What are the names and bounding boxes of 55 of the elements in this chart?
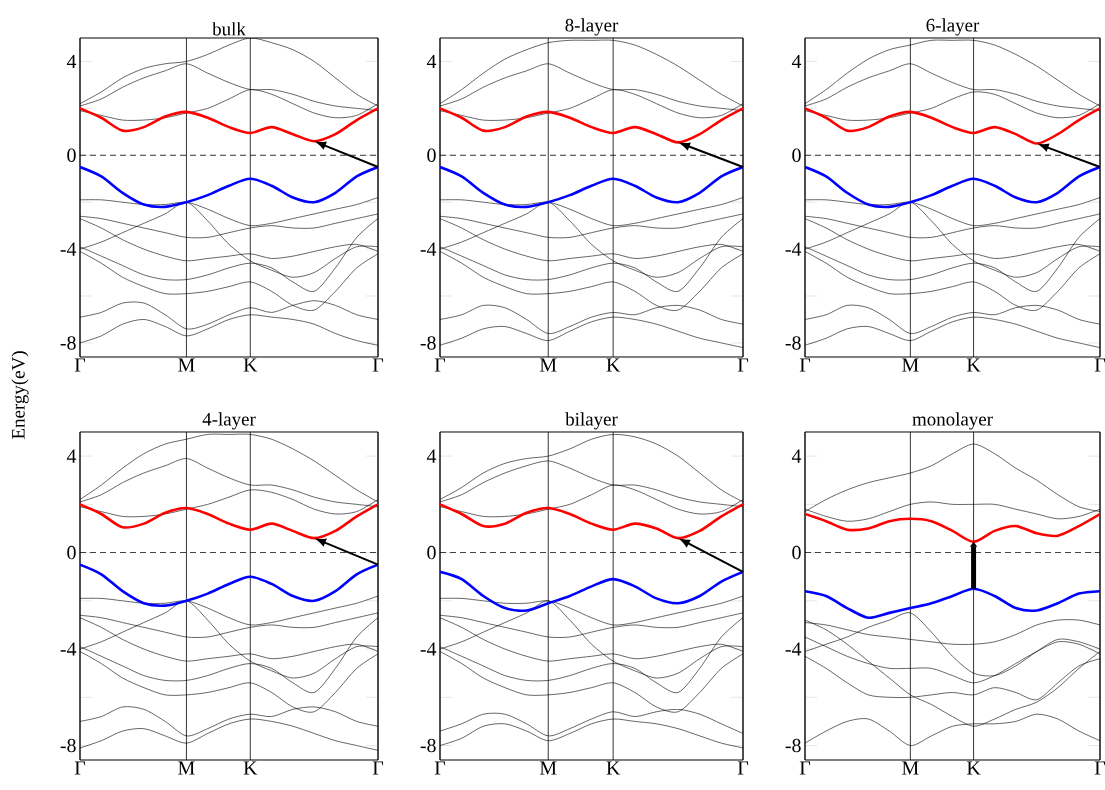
y-tick-label: -4 xyxy=(420,242,437,256)
x-tick-label: K xyxy=(966,358,981,372)
x-tick-label: M xyxy=(539,358,557,372)
y-tick-label: 0 xyxy=(67,148,76,162)
chart-title: 4-layer xyxy=(202,412,256,430)
chart-title: bilayer xyxy=(565,412,618,430)
y-tick-label: -8 xyxy=(785,336,801,350)
x-tick-label: Γ xyxy=(799,761,811,775)
chart-title: bulk xyxy=(212,22,246,36)
x-tick-label: Γ xyxy=(434,761,446,775)
y-tick-label: -4 xyxy=(785,242,802,256)
y-tick-label: -8 xyxy=(420,738,436,753)
x-tick-label: Γ xyxy=(372,358,384,372)
x-tick-label: M xyxy=(178,761,195,775)
x-tick-label: K xyxy=(966,761,981,775)
x-tick-label: Γ xyxy=(372,761,384,775)
x-tick-label: M xyxy=(539,761,557,775)
x-tick-label: Γ xyxy=(737,761,749,775)
y-tick-label: -8 xyxy=(60,336,76,350)
y-axis-title: Energy(eV) xyxy=(11,351,29,439)
y-tick-label: -8 xyxy=(785,738,801,753)
y-tick-label: -4 xyxy=(60,642,77,656)
y-tick-label: -4 xyxy=(60,242,77,256)
x-tick-label: M xyxy=(902,358,919,372)
y-tick-label: -8 xyxy=(60,738,76,753)
y-tick-label: 0 xyxy=(427,148,436,162)
y-tick-label: 4 xyxy=(66,449,77,463)
x-tick-label: Γ xyxy=(1094,358,1105,372)
y-tick-label: -8 xyxy=(420,336,436,350)
y-tick-label: 4 xyxy=(791,449,802,463)
x-tick-label: Γ xyxy=(799,358,811,372)
x-tick-label: M xyxy=(902,761,919,775)
y-tick-label: 0 xyxy=(792,545,801,560)
x-tick-label: K xyxy=(243,358,258,372)
x-tick-label: M xyxy=(178,358,195,372)
y-tick-label: 0 xyxy=(792,148,801,162)
y-tick-label: 4 xyxy=(426,449,437,463)
x-tick-label: K xyxy=(243,761,258,775)
x-tick-label: Γ xyxy=(737,358,749,372)
y-tick-label: 4 xyxy=(66,54,77,68)
chart-title: 6-layer xyxy=(926,18,980,36)
x-tick-label: K xyxy=(606,761,621,775)
x-tick-label: K xyxy=(606,358,621,372)
y-tick-label: -4 xyxy=(420,642,437,656)
x-tick-label: Γ xyxy=(74,761,86,775)
y-tick-label: 4 xyxy=(791,54,802,68)
y-tick-label: 4 xyxy=(426,54,437,68)
y-tick-label: 0 xyxy=(427,545,436,560)
y-tick-label: 0 xyxy=(67,545,76,560)
x-tick-label: Γ xyxy=(74,358,86,372)
chart-title: monolayer xyxy=(912,412,993,430)
x-tick-label: Γ xyxy=(434,358,446,372)
chart-title: 8-layer xyxy=(565,18,619,36)
y-tick-label: -4 xyxy=(785,642,802,656)
x-tick-label: Γ xyxy=(1094,761,1105,775)
